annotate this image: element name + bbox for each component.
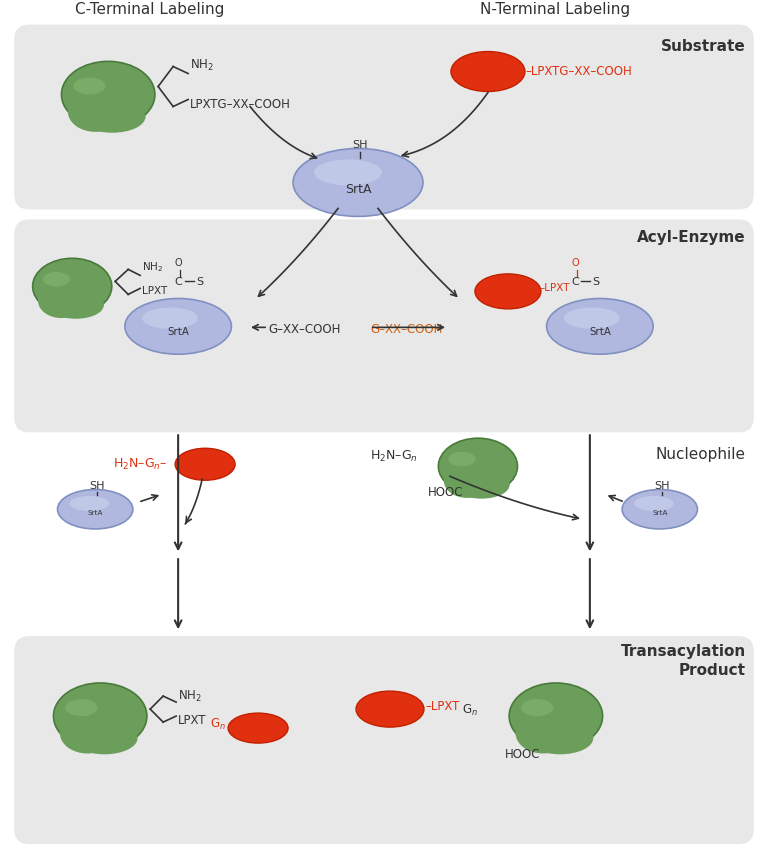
Ellipse shape	[451, 52, 525, 92]
Text: S: S	[196, 277, 204, 288]
Ellipse shape	[43, 272, 70, 286]
Text: C-Terminal Labeling: C-Terminal Labeling	[75, 2, 225, 17]
Text: Substrate: Substrate	[661, 39, 746, 54]
Ellipse shape	[509, 683, 603, 749]
Text: SrtA: SrtA	[652, 511, 667, 517]
Ellipse shape	[439, 438, 518, 494]
Text: NH$_2$: NH$_2$	[190, 58, 214, 73]
Ellipse shape	[622, 490, 697, 529]
Text: G$_n$: G$_n$	[210, 716, 226, 732]
Text: SrtA: SrtA	[345, 183, 371, 196]
Ellipse shape	[449, 452, 476, 467]
Text: SrtA: SrtA	[167, 327, 189, 337]
Ellipse shape	[293, 149, 423, 216]
Ellipse shape	[61, 61, 155, 128]
Ellipse shape	[564, 308, 620, 329]
Ellipse shape	[48, 291, 104, 319]
Ellipse shape	[444, 463, 491, 498]
Ellipse shape	[58, 490, 133, 529]
Text: –LPXT: –LPXT	[540, 283, 571, 294]
Text: G$_n$: G$_n$	[462, 702, 478, 718]
Text: SH: SH	[353, 141, 368, 150]
Text: Transacylation
Product: Transacylation Product	[621, 645, 746, 677]
Text: SrtA: SrtA	[589, 327, 611, 337]
Text: G–XX–COOH: G–XX–COOH	[268, 323, 340, 336]
Text: NH$_2$: NH$_2$	[178, 689, 202, 703]
Text: C: C	[174, 277, 182, 288]
Ellipse shape	[65, 699, 98, 716]
Ellipse shape	[527, 722, 593, 754]
Text: S: S	[592, 277, 599, 288]
Text: –LPXTG–XX–COOH: –LPXTG–XX–COOH	[526, 65, 633, 78]
Text: H$_2$N–G$_n$: H$_2$N–G$_n$	[370, 448, 418, 464]
Text: SH: SH	[89, 480, 105, 491]
Ellipse shape	[142, 308, 198, 329]
Ellipse shape	[547, 298, 653, 354]
Ellipse shape	[74, 78, 106, 94]
Text: LPXTG–XX–COOH: LPXTG–XX–COOH	[190, 98, 291, 111]
Text: H$_2$N–G$_n$–: H$_2$N–G$_n$–	[113, 457, 167, 472]
Text: SrtA: SrtA	[88, 511, 103, 517]
Text: O: O	[174, 258, 182, 269]
Text: HOOC: HOOC	[505, 747, 541, 760]
Text: HOOC: HOOC	[428, 486, 463, 499]
Ellipse shape	[515, 713, 571, 753]
Ellipse shape	[228, 713, 288, 743]
Text: N-Terminal Labeling: N-Terminal Labeling	[480, 2, 630, 17]
FancyBboxPatch shape	[15, 24, 753, 209]
Ellipse shape	[68, 91, 123, 132]
Ellipse shape	[79, 100, 146, 133]
Ellipse shape	[125, 298, 231, 354]
Text: O: O	[571, 258, 578, 269]
FancyBboxPatch shape	[15, 636, 753, 844]
Text: LPXT: LPXT	[178, 714, 207, 727]
Ellipse shape	[634, 496, 674, 511]
Text: LPXT: LPXT	[142, 286, 167, 296]
Ellipse shape	[32, 258, 112, 314]
Ellipse shape	[71, 722, 137, 754]
Ellipse shape	[70, 496, 109, 511]
Text: SH: SH	[654, 480, 670, 491]
Text: C: C	[571, 277, 579, 288]
Text: Nucleophile: Nucleophile	[656, 447, 746, 461]
Ellipse shape	[54, 683, 147, 749]
Ellipse shape	[475, 274, 541, 308]
Ellipse shape	[356, 691, 424, 727]
Text: G–XX–COOH: G–XX–COOH	[370, 323, 442, 336]
Ellipse shape	[38, 283, 84, 318]
Ellipse shape	[314, 160, 382, 186]
Text: Acyl-Enzyme: Acyl-Enzyme	[637, 231, 746, 245]
FancyBboxPatch shape	[15, 219, 753, 432]
Ellipse shape	[453, 471, 510, 499]
Text: NH$_2$: NH$_2$	[142, 260, 164, 274]
Ellipse shape	[521, 699, 553, 716]
Ellipse shape	[60, 713, 115, 753]
Text: –LPXT: –LPXT	[425, 700, 459, 713]
Ellipse shape	[175, 448, 235, 480]
